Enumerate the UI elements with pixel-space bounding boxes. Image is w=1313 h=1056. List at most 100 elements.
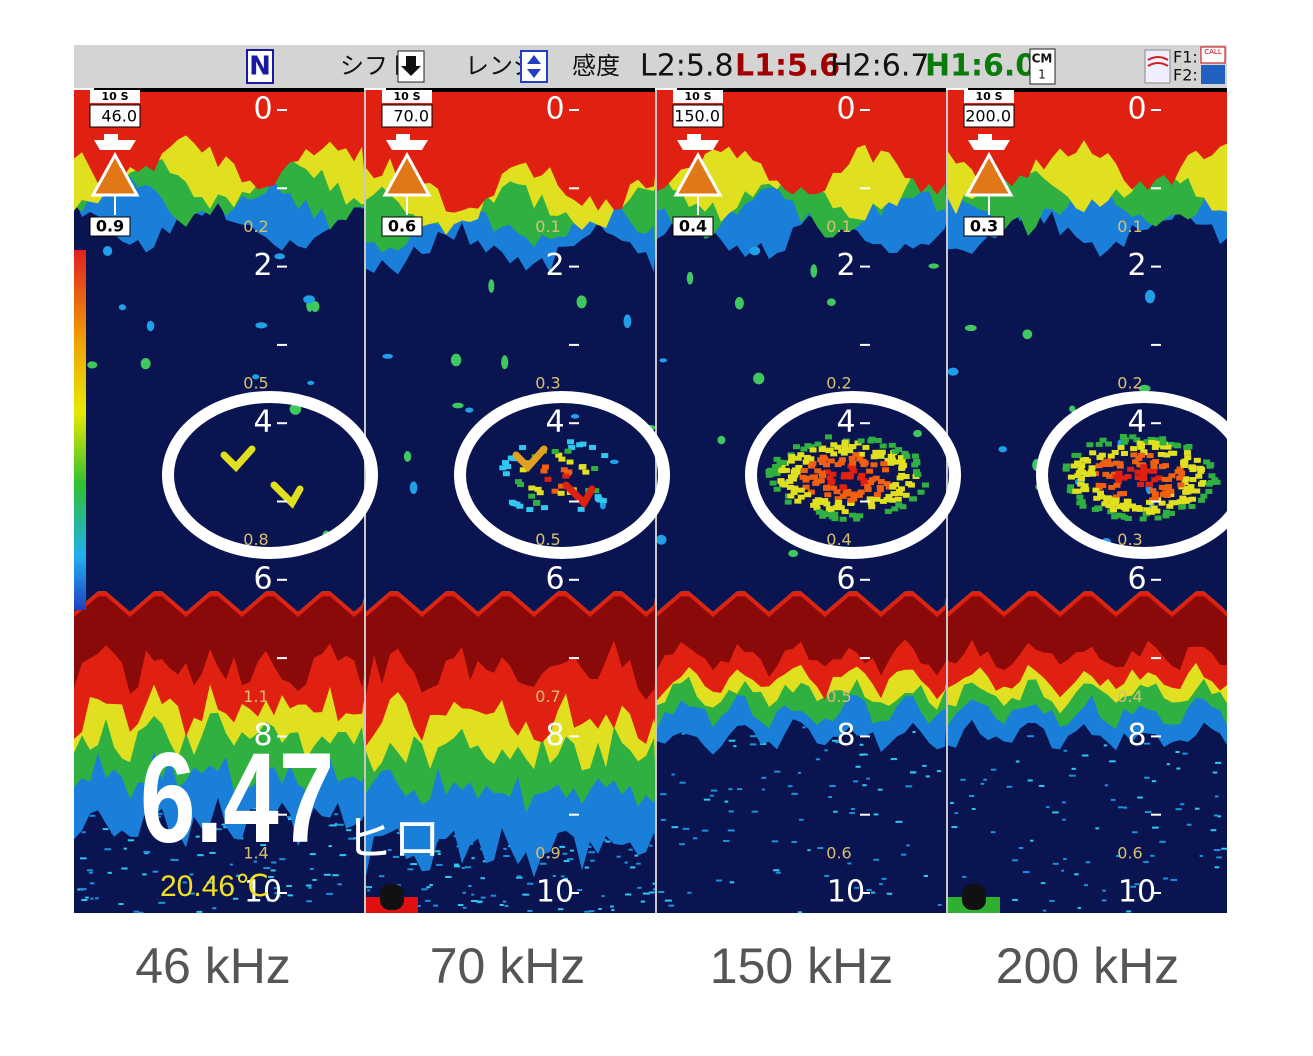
school-echo <box>802 459 810 465</box>
speckle <box>900 853 907 856</box>
school-echo <box>510 456 518 462</box>
speckle <box>1166 763 1170 766</box>
speckle <box>589 910 595 913</box>
school-echo <box>841 509 849 515</box>
speckle <box>1216 856 1223 859</box>
cm-box <box>1029 48 1056 85</box>
school-echo <box>861 460 869 466</box>
speckle <box>276 895 281 898</box>
school-echo <box>577 506 585 512</box>
speckle <box>504 905 509 908</box>
speckle <box>221 823 228 826</box>
f2[interactable]: F2: <box>1173 66 1198 85</box>
scale-box <box>89 216 131 237</box>
school-echo <box>838 448 846 454</box>
speckle <box>328 824 332 827</box>
school-echo <box>1076 494 1084 500</box>
speckle <box>121 867 128 870</box>
scale-box <box>672 216 714 237</box>
school-echo <box>1104 461 1112 467</box>
readout: 6.47 ヒロ 20.46℃ <box>140 727 441 903</box>
school-echo <box>807 489 815 495</box>
school-echo <box>884 508 892 514</box>
speckle <box>798 818 804 821</box>
speckle <box>1144 776 1150 779</box>
scale-label: 0.5 <box>826 687 851 706</box>
fish-echo <box>659 358 668 363</box>
speckle <box>323 873 331 876</box>
speckle <box>853 780 859 783</box>
speckle <box>560 875 565 878</box>
depth-label: 10 <box>244 875 282 910</box>
boat-icon <box>968 134 1010 150</box>
fish-echo <box>465 407 474 413</box>
scale-label: 0.2 <box>1117 374 1142 393</box>
school-echo <box>1114 512 1122 518</box>
school-echo <box>866 496 874 502</box>
school-echo <box>826 475 834 481</box>
school-echo <box>592 488 600 494</box>
school-echo <box>828 514 836 520</box>
school-echo <box>877 453 885 459</box>
speckle <box>1083 884 1089 887</box>
panel-overlay: 10 S 150.0 0.4 0 2 4 6 8 10 0.1 0.2 0.4 0.5 0.6 150 kH… <box>672 88 961 994</box>
speckle <box>787 785 793 788</box>
school-echo <box>1118 513 1126 519</box>
school-echo <box>786 484 794 490</box>
speckle <box>1123 806 1128 809</box>
speckle <box>909 771 917 774</box>
speckle <box>1176 767 1181 770</box>
speckle <box>270 869 276 872</box>
fish-echo <box>576 295 587 309</box>
speckle <box>156 815 161 818</box>
speckle <box>95 897 99 900</box>
school-echo <box>502 471 510 477</box>
school-echo <box>883 497 891 503</box>
speckle <box>104 848 112 851</box>
school-echo <box>799 474 807 480</box>
speckle <box>232 897 239 900</box>
speckle <box>464 866 472 869</box>
school-echo <box>857 451 865 457</box>
speckle <box>912 730 916 733</box>
school-echo <box>533 499 541 505</box>
school-echo <box>833 489 841 495</box>
h1: H1:6.0 <box>925 49 1036 84</box>
speckle <box>212 907 217 910</box>
f2-icon[interactable] <box>1201 65 1225 84</box>
school-echo <box>867 500 875 506</box>
interval: 10 S <box>101 90 128 103</box>
school-echo <box>1162 463 1170 469</box>
school-echo <box>830 485 838 491</box>
fish-echo <box>570 414 580 419</box>
school-echo <box>1136 506 1144 512</box>
speckle <box>1018 846 1024 849</box>
f1[interactable]: F1: <box>1173 48 1198 67</box>
speckle <box>308 886 312 889</box>
school-echo <box>804 443 812 449</box>
interval: 10 S <box>975 90 1002 103</box>
speckle <box>847 862 852 865</box>
interval: 10 S <box>684 90 711 103</box>
speckle <box>584 910 591 913</box>
school-echo <box>862 444 870 450</box>
speckle <box>476 900 483 903</box>
speckle <box>611 909 615 912</box>
speckle <box>1046 806 1050 809</box>
school-echo <box>499 465 507 471</box>
school-echo <box>914 472 922 478</box>
boat-icon <box>677 134 719 150</box>
call-box[interactable] <box>1200 46 1226 64</box>
echo-panel <box>74 90 365 913</box>
speckle <box>273 887 280 890</box>
speckle <box>268 875 274 878</box>
fish-echo <box>140 358 151 370</box>
speckle <box>1042 909 1047 912</box>
depth-label: 6 <box>1127 561 1146 596</box>
depth-label: 6 <box>836 561 855 596</box>
speckle <box>671 826 679 829</box>
school-echo <box>582 469 590 475</box>
school-echo <box>1139 516 1147 522</box>
school-echo <box>870 454 878 460</box>
school-echo <box>514 479 522 485</box>
